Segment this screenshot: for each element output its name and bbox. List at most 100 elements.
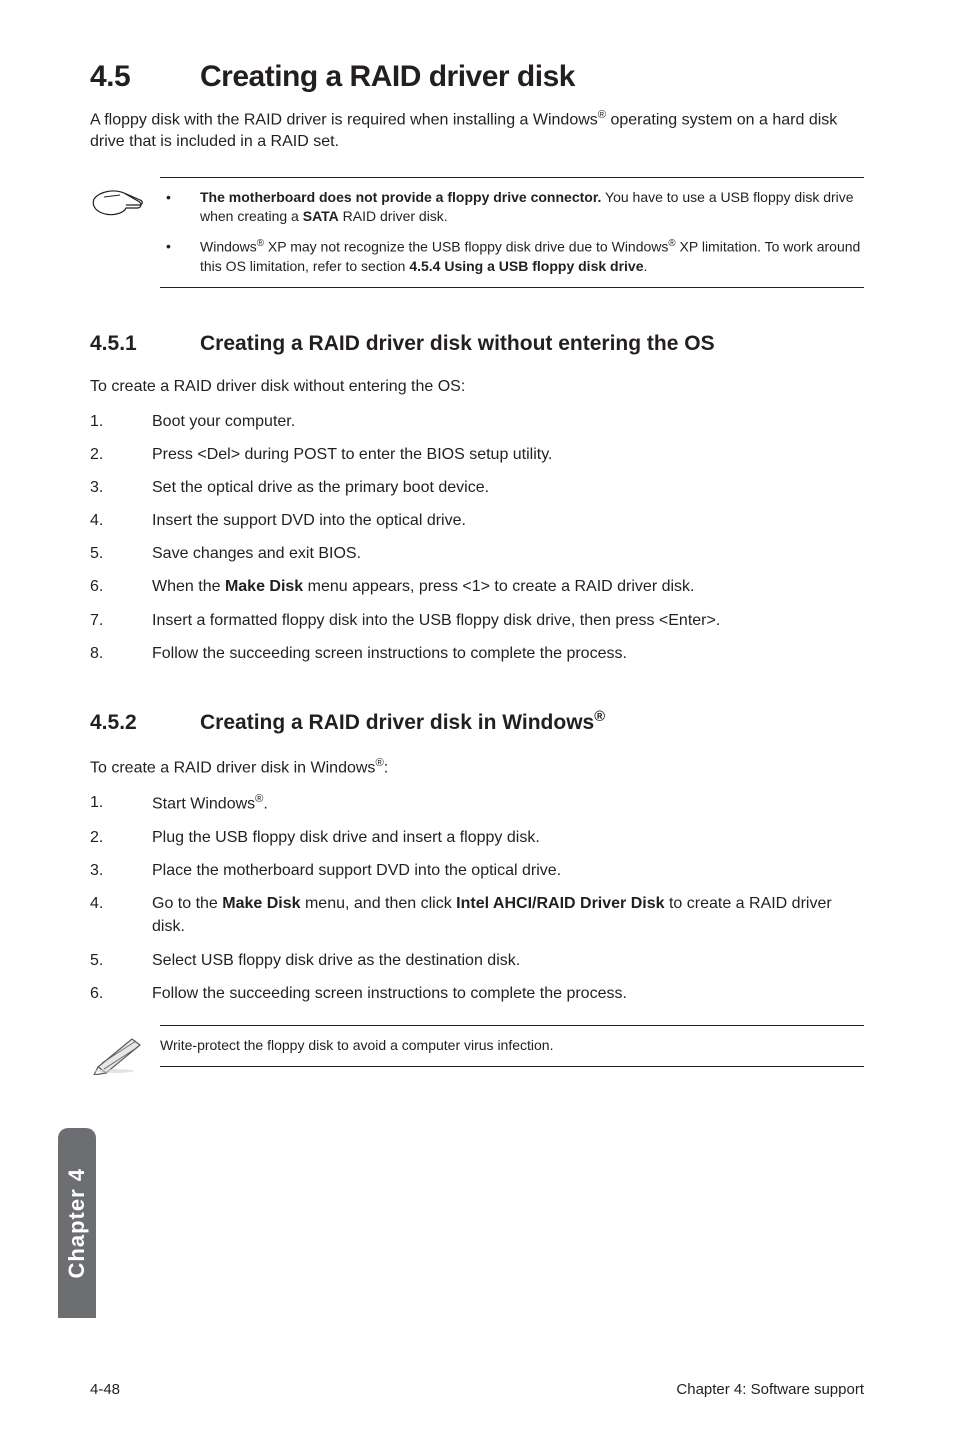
list-item: 7.Insert a formatted floppy disk into th… bbox=[90, 609, 864, 632]
registered-mark: ® bbox=[594, 709, 605, 725]
step-text: Go to the Make Disk menu, and then click… bbox=[152, 892, 864, 938]
list-item: 5.Select USB floppy disk drive as the de… bbox=[90, 949, 864, 972]
step-number: 7. bbox=[90, 609, 152, 632]
step-text: Insert a formatted floppy disk into the … bbox=[152, 609, 864, 632]
step-text: Save changes and exit BIOS. bbox=[152, 542, 864, 565]
text: RAID driver disk. bbox=[339, 208, 448, 224]
section-intro: A floppy disk with the RAID driver is re… bbox=[90, 108, 864, 153]
step-number: 3. bbox=[90, 859, 152, 882]
steps-list-2: 1.Start Windows®. 2.Plug the USB floppy … bbox=[90, 791, 864, 1005]
note-block-2: Write-protect the floppy disk to avoid a… bbox=[90, 1025, 864, 1080]
page-number: 4-48 bbox=[90, 1381, 120, 1398]
step-text: Place the motherboard support DVD into t… bbox=[152, 859, 864, 882]
list-item: 4.Go to the Make Disk menu, and then cli… bbox=[90, 892, 864, 938]
footer-chapter-title: Chapter 4: Software support bbox=[676, 1381, 864, 1398]
step-number: 1. bbox=[90, 410, 152, 433]
text: XP may not recognize the USB floppy disk… bbox=[264, 238, 668, 254]
chapter-tab: Chapter 4 bbox=[58, 1128, 96, 1318]
step-number: 2. bbox=[90, 443, 152, 466]
text: Creating a RAID driver disk in Windows bbox=[200, 711, 594, 734]
text: A floppy disk with the RAID driver is re… bbox=[90, 111, 598, 128]
text: . bbox=[644, 258, 648, 274]
registered-mark: ® bbox=[668, 238, 675, 249]
registered-mark: ® bbox=[257, 238, 264, 249]
list-item: 6.When the Make Disk menu appears, press… bbox=[90, 575, 864, 598]
list-item: 2.Press <Del> during POST to enter the B… bbox=[90, 443, 864, 466]
text: menu appears, press <1> to create a RAID… bbox=[303, 578, 694, 595]
subsection-heading: 4.5.2Creating a RAID driver disk in Wind… bbox=[90, 709, 864, 735]
step-text: Boot your computer. bbox=[152, 410, 864, 433]
step-number: 2. bbox=[90, 826, 152, 849]
section-heading: 4.5Creating a RAID driver disk bbox=[90, 60, 864, 94]
text-bold: Make Disk bbox=[225, 578, 303, 595]
step-number: 8. bbox=[90, 642, 152, 665]
list-item: 2.Plug the USB floppy disk drive and ins… bbox=[90, 826, 864, 849]
list-item: 4.Insert the support DVD into the optica… bbox=[90, 509, 864, 532]
steps-list-1: 1.Boot your computer. 2.Press <Del> duri… bbox=[90, 410, 864, 666]
step-number: 6. bbox=[90, 982, 152, 1005]
bullet-marker: • bbox=[160, 237, 200, 277]
registered-mark: ® bbox=[375, 757, 383, 769]
divider bbox=[160, 177, 864, 178]
bullet-text: The motherboard does not provide a flopp… bbox=[200, 188, 864, 227]
subsection-number: 4.5.2 bbox=[90, 711, 200, 735]
step-text: Follow the succeeding screen instruction… bbox=[152, 642, 864, 665]
subsection-number: 4.5.1 bbox=[90, 332, 200, 356]
note-text: Write-protect the floppy disk to avoid a… bbox=[160, 1026, 864, 1066]
text-bold: 4.5.4 Using a USB floppy disk drive bbox=[409, 258, 643, 274]
text-bold: SATA bbox=[303, 208, 339, 224]
step-number: 5. bbox=[90, 949, 152, 972]
bullet-text: Windows® XP may not recognize the USB fl… bbox=[200, 237, 864, 277]
page-footer: 4-48 Chapter 4: Software support bbox=[90, 1381, 864, 1398]
subsection-title: Creating a RAID driver disk in Windows® bbox=[200, 711, 605, 734]
divider bbox=[160, 1066, 864, 1067]
subsection-heading: 4.5.1Creating a RAID driver disk without… bbox=[90, 332, 864, 356]
subsection-intro: To create a RAID driver disk in Windows®… bbox=[90, 757, 864, 777]
divider bbox=[160, 287, 864, 288]
step-text: Select USB floppy disk drive as the dest… bbox=[152, 949, 864, 972]
step-text: Press <Del> during POST to enter the BIO… bbox=[152, 443, 864, 466]
page: 4.5Creating a RAID driver disk A floppy … bbox=[0, 0, 954, 1438]
step-text: Set the optical drive as the primary boo… bbox=[152, 476, 864, 499]
bullet-marker: • bbox=[160, 188, 200, 227]
section-number: 4.5 bbox=[90, 60, 200, 94]
subsection-intro: To create a RAID driver disk without ent… bbox=[90, 378, 864, 396]
list-item: 3.Place the motherboard support DVD into… bbox=[90, 859, 864, 882]
text: Start Windows bbox=[152, 796, 255, 813]
text: When the bbox=[152, 578, 225, 595]
text: . bbox=[263, 796, 267, 813]
list-item: 5.Save changes and exit BIOS. bbox=[90, 542, 864, 565]
section-title: Creating a RAID driver disk bbox=[200, 60, 575, 93]
list-item: 1.Start Windows®. bbox=[90, 791, 864, 816]
step-number: 3. bbox=[90, 476, 152, 499]
note-bullet: • Windows® XP may not recognize the USB … bbox=[160, 237, 864, 277]
note-block-1: • The motherboard does not provide a flo… bbox=[90, 177, 864, 288]
list-item: 1.Boot your computer. bbox=[90, 410, 864, 433]
registered-mark: ® bbox=[598, 109, 606, 121]
list-item: 8.Follow the succeeding screen instructi… bbox=[90, 642, 864, 665]
text: To create a RAID driver disk in Windows bbox=[90, 759, 375, 776]
text: Windows bbox=[200, 238, 257, 254]
step-number: 4. bbox=[90, 509, 152, 532]
subsection-title: Creating a RAID driver disk without ente… bbox=[200, 332, 715, 355]
step-text: Insert the support DVD into the optical … bbox=[152, 509, 864, 532]
note-bullet: • The motherboard does not provide a flo… bbox=[160, 188, 864, 227]
step-number: 1. bbox=[90, 791, 152, 816]
step-text: Follow the succeeding screen instruction… bbox=[152, 982, 864, 1005]
step-number: 5. bbox=[90, 542, 152, 565]
chapter-tab-label: Chapter 4 bbox=[64, 1168, 90, 1278]
step-text: When the Make Disk menu appears, press <… bbox=[152, 575, 864, 598]
list-item: 6.Follow the succeeding screen instructi… bbox=[90, 982, 864, 1005]
step-number: 6. bbox=[90, 575, 152, 598]
hand-pointing-icon bbox=[90, 177, 160, 226]
text: menu, and then click bbox=[301, 895, 457, 912]
pencil-icon bbox=[90, 1025, 160, 1080]
list-item: 3.Set the optical drive as the primary b… bbox=[90, 476, 864, 499]
step-text: Start Windows®. bbox=[152, 791, 864, 816]
text-bold: Make Disk bbox=[222, 895, 300, 912]
text: : bbox=[384, 759, 388, 776]
text: Go to the bbox=[152, 895, 222, 912]
step-number: 4. bbox=[90, 892, 152, 938]
text-bold: The motherboard does not provide a flopp… bbox=[200, 189, 601, 205]
step-text: Plug the USB floppy disk drive and inser… bbox=[152, 826, 864, 849]
